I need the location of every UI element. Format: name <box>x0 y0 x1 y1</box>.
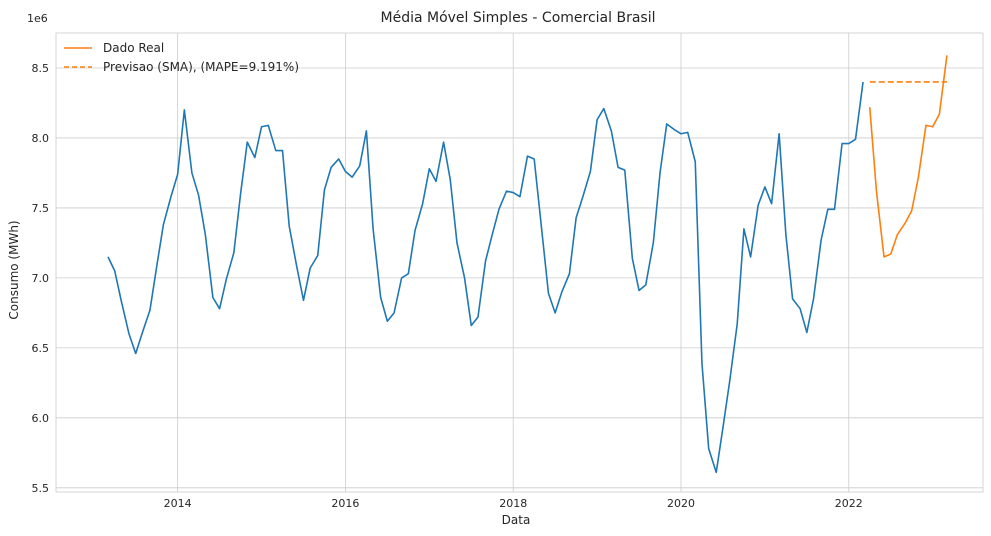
plot-frame <box>55 32 984 493</box>
y-tick-label: 7.5 <box>32 202 50 215</box>
y-tick-label: 5.5 <box>32 482 50 495</box>
y-tick-label: 6.0 <box>32 412 50 425</box>
x-axis-label: Data <box>502 513 531 527</box>
y-axis-label: Consumo (MWh) <box>7 220 21 319</box>
y-offset-label: 1e6 <box>27 12 48 25</box>
legend: Dado Real Previsao (SMA), (MAPE=9.191%) <box>64 41 299 74</box>
legend-label-real: Dado Real <box>103 41 164 55</box>
series-line-real <box>868 55 948 258</box>
x-tick-label: 2018 <box>499 497 527 510</box>
y-tick-label: 8.0 <box>32 132 50 145</box>
y-tick-label: 7.0 <box>32 272 50 285</box>
x-tick-label: 2016 <box>331 497 359 510</box>
y-tick-label: 6.5 <box>32 342 50 355</box>
y-tick-labels: 5.5 6.0 6.5 7.0 7.5 8.0 8.5 <box>32 62 50 495</box>
x-tick-labels: 2014 2016 2018 2020 2022 <box>164 497 863 510</box>
y-tick-label: 8.5 <box>32 62 50 75</box>
x-tick-label: 2014 <box>164 497 192 510</box>
chart-title: Média Móvel Simples - Comercial Brasil <box>381 10 656 26</box>
grid <box>56 33 983 492</box>
legend-label-forecast: Previsao (SMA), (MAPE=9.191%) <box>103 60 299 74</box>
series-group <box>107 55 948 474</box>
x-tick-label: 2020 <box>667 497 695 510</box>
x-tick-label: 2022 <box>835 497 863 510</box>
series-line-history <box>107 81 864 474</box>
